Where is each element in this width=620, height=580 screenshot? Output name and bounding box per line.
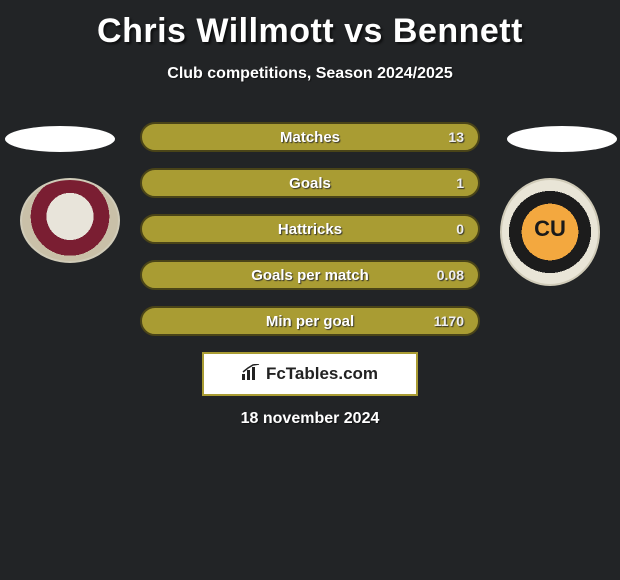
stat-bar: Hattricks 0 [140, 214, 480, 244]
left-team-crest [20, 178, 120, 263]
stat-value: 0.08 [437, 267, 464, 283]
stat-bar: Goals 1 [140, 168, 480, 198]
stat-bar-list: Matches 13 Goals 1 Hattricks 0 Goals per… [140, 122, 480, 352]
footer-date: 18 november 2024 [0, 410, 620, 428]
right-team-crest: CU [500, 178, 600, 286]
stat-label: Goals [289, 175, 331, 192]
stat-bar: Min per goal 1170 [140, 306, 480, 336]
stat-label: Matches [280, 129, 340, 146]
page-title: Chris Willmott vs Bennett [0, 0, 620, 51]
stat-value: 13 [448, 129, 464, 145]
footer-site-box[interactable]: FcTables.com [202, 352, 418, 396]
stat-value: 1170 [434, 313, 464, 329]
stat-bar: Goals per match 0.08 [140, 260, 480, 290]
right-ellipse-decoration [507, 126, 617, 152]
stat-value: 1 [456, 175, 464, 191]
footer-site-text: FcTables.com [266, 364, 378, 384]
stat-value: 0 [456, 221, 464, 237]
stat-bar: Matches 13 [140, 122, 480, 152]
stat-label: Goals per match [251, 267, 369, 284]
stat-label: Min per goal [266, 313, 354, 330]
right-crest-initials: CU [534, 216, 566, 242]
stat-label: Hattricks [278, 221, 342, 238]
chart-icon [242, 364, 262, 385]
left-ellipse-decoration [5, 126, 115, 152]
subtitle: Club competitions, Season 2024/2025 [0, 65, 620, 83]
